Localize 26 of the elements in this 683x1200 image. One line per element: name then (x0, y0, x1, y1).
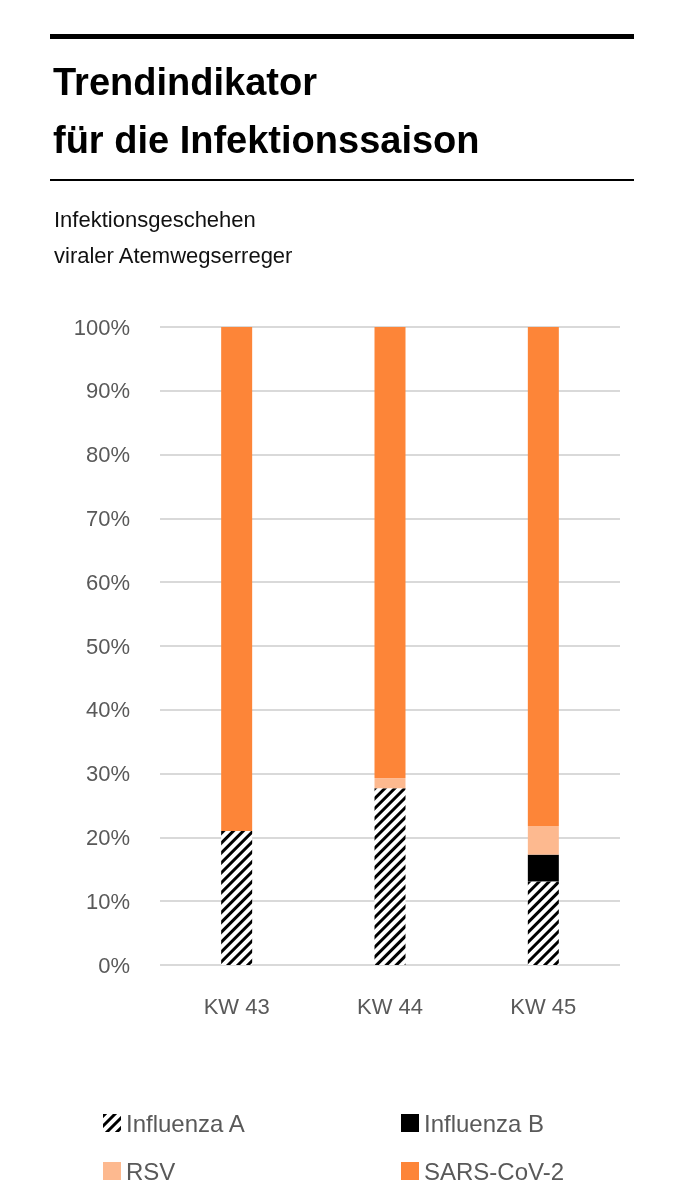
legend-label: SARS-CoV-2 (424, 1157, 565, 1185)
y-tick-label: 60% (85, 569, 130, 595)
chart-subtitle: Infektionsgeschehen viraler Atemwegserreger (54, 206, 293, 270)
bar (527, 854, 559, 882)
bar (221, 327, 253, 832)
chart-title: Trendindikator für die Infektionssaison (53, 60, 481, 163)
x-tick-label: KW 45 (510, 993, 577, 1019)
legend-label: RSV (126, 1157, 176, 1185)
y-tick-label: 0% (98, 952, 130, 978)
y-tick-label: 20% (85, 824, 130, 850)
bar (527, 327, 559, 826)
bar (374, 327, 406, 779)
y-tick-label: 40% (85, 697, 130, 723)
legend-label: Influenza B (424, 1109, 545, 1137)
y-tick-label: 90% (85, 378, 130, 404)
y-tick-label: 30% (85, 761, 130, 787)
y-tick-label: 10% (85, 888, 130, 914)
legend-label: Influenza A (126, 1109, 245, 1137)
y-tick-label: 70% (85, 505, 130, 531)
x-tick-label: KW 44 (356, 993, 424, 1019)
y-tick-label: 100% (73, 314, 130, 340)
y-tick-label: 80% (85, 442, 130, 468)
y-tick-label: 50% (85, 633, 130, 659)
x-tick-label: KW 43 (203, 993, 270, 1019)
bar (527, 825, 559, 855)
bar (374, 778, 406, 789)
